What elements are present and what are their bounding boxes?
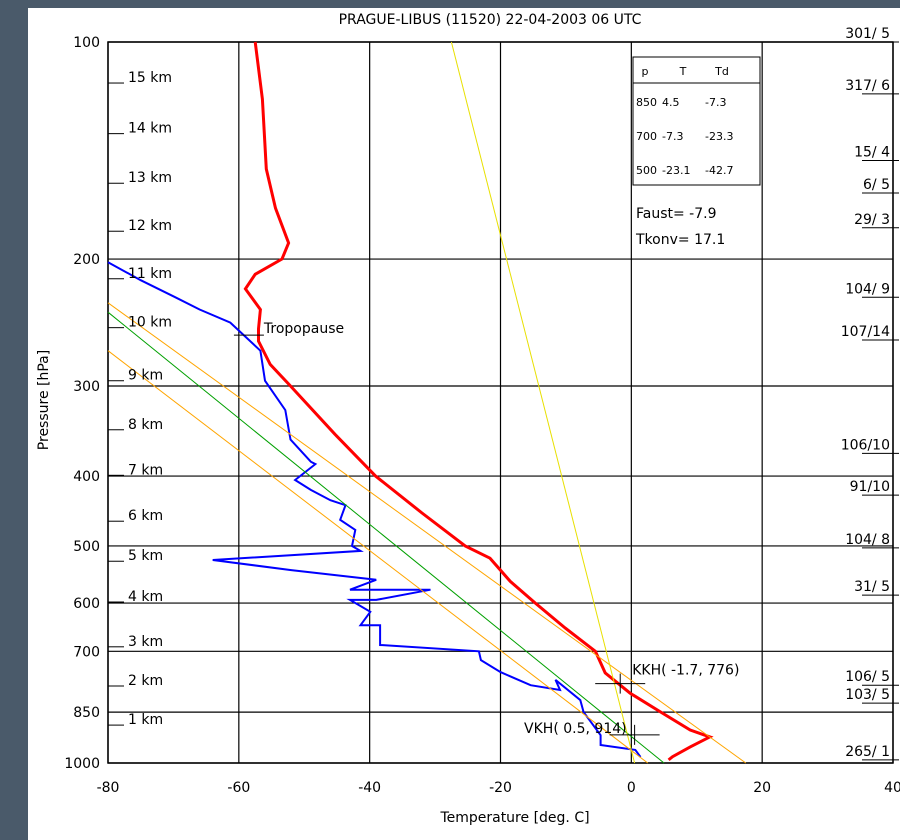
table-header: T [679, 65, 687, 78]
x-tick-label: 40 [884, 780, 900, 796]
wind-label: 301/ 5 [845, 26, 890, 42]
height-label: 14 km [128, 121, 172, 137]
height-label: 2 km [128, 673, 163, 689]
wind-label: 104/ 9 [845, 281, 890, 297]
y-tick-label: 700 [73, 644, 100, 660]
table-cell: 700 [636, 130, 657, 143]
wind-label: 103/ 5 [845, 687, 890, 703]
chart-panel [28, 8, 900, 840]
table-cell: -7.3 [705, 96, 726, 109]
profile-line [107, 311, 665, 764]
wind-label: 31/ 5 [854, 579, 890, 595]
x-tick-label: -60 [227, 780, 250, 796]
wind-label: 265/ 1 [845, 744, 890, 760]
wind-label: 106/10 [841, 437, 890, 453]
height-label: 15 km [128, 70, 172, 86]
height-label: 8 km [128, 417, 163, 433]
height-label: 13 km [128, 170, 172, 186]
table-cell: -42.7 [705, 164, 733, 177]
x-tick-label: 20 [753, 780, 771, 796]
profile-line [107, 350, 649, 764]
wind-label: 106/ 5 [845, 669, 890, 685]
tropopause-label: Tropopause [263, 321, 344, 337]
table-header: p [642, 65, 649, 78]
x-tick-label: -20 [489, 780, 512, 796]
y-tick-label: 600 [73, 596, 100, 612]
y-tick-label: 500 [73, 539, 100, 555]
table-cell: 850 [636, 96, 657, 109]
index-label: Faust= -7.9 [636, 206, 717, 222]
level-label: VKH( 0.5, 914) [524, 721, 627, 737]
profile-line [450, 41, 636, 764]
y-axis-title: Pressure [hPa] [36, 350, 52, 450]
height-label: 11 km [128, 266, 172, 282]
table-cell: 4.5 [662, 96, 680, 109]
y-tick-label: 200 [73, 252, 100, 268]
profile-line [107, 261, 642, 758]
height-label: 9 km [128, 368, 163, 384]
wind-label: 107/14 [841, 324, 890, 340]
table-cell: -23.1 [662, 164, 690, 177]
wind-label: 6/ 5 [863, 177, 890, 193]
chart-title: PRAGUE-LIBUS (11520) 22-04-2003 06 UTC [339, 12, 642, 28]
height-label: 3 km [128, 634, 163, 650]
height-label: 12 km [128, 218, 172, 234]
wind-label: 91/10 [850, 479, 890, 495]
x-tick-label: -40 [358, 780, 381, 796]
profile-line [107, 302, 747, 764]
table-cell: -23.3 [705, 130, 733, 143]
table-box [632, 56, 761, 186]
plot-border [107, 41, 894, 764]
index-label: Tkonv= 17.1 [635, 232, 725, 248]
profile-line [243, 41, 714, 762]
wind-label: 317/ 6 [845, 78, 890, 94]
height-label: 10 km [128, 315, 172, 331]
wind-label: 15/ 4 [854, 144, 890, 160]
table-header: Td [714, 65, 729, 78]
x-axis-title: Temperature [deg. C] [439, 810, 589, 826]
x-tick-label: -80 [97, 780, 120, 796]
wind-label: 104/ 8 [845, 532, 890, 548]
height-label: 7 km [128, 462, 163, 478]
table-cell: 500 [636, 164, 657, 177]
height-label: 1 km [128, 712, 163, 728]
wind-label: 29/ 3 [854, 212, 890, 228]
y-tick-label: 100 [73, 35, 100, 51]
height-label: 6 km [128, 508, 163, 524]
y-tick-label: 850 [73, 705, 100, 721]
y-tick-label: 400 [73, 469, 100, 485]
y-tick-label: 300 [73, 379, 100, 395]
x-tick-label: 0 [627, 780, 636, 796]
height-label: 5 km [128, 548, 163, 564]
height-label: 4 km [128, 589, 163, 605]
y-tick-label: 1000 [64, 756, 100, 772]
level-label: KKH( -1.7, 776) [632, 663, 739, 679]
table-cell: -7.3 [662, 130, 683, 143]
